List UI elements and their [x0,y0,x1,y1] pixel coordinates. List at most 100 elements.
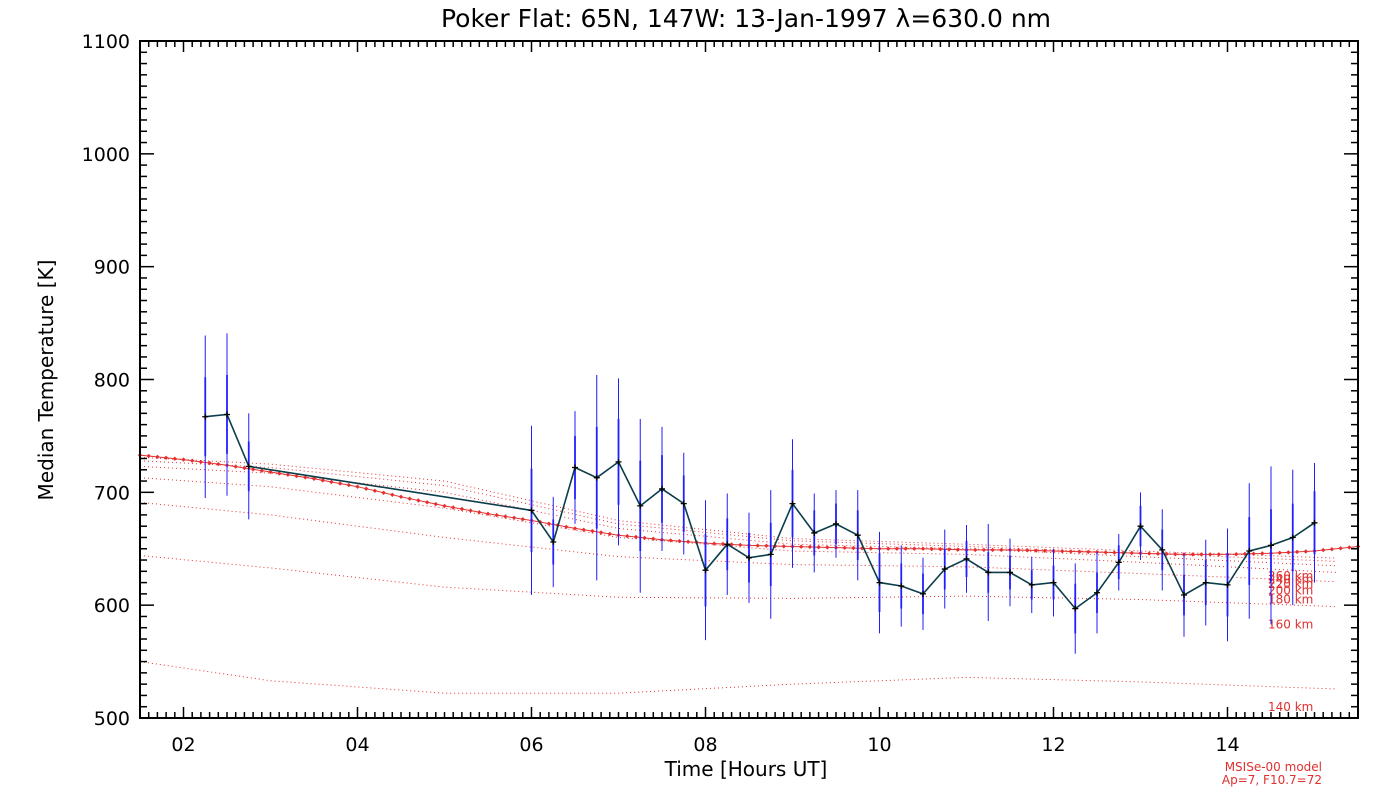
model-weighted-point [572,526,578,531]
y-tick-label: 800 [94,370,130,392]
measured-point [876,579,883,586]
y-tick-label: 600 [94,595,130,617]
model-weighted-point [903,546,908,551]
model-weighted-point [607,531,612,537]
measured-temperature-line [205,413,1315,610]
model-weighted-point [799,544,804,549]
y-tick-label: 1100 [82,31,130,53]
model-altitude-label: 260 km [1268,569,1313,583]
model-weighted-point [894,546,900,551]
model-weighted-point [807,544,813,550]
model-weighted-point [146,453,151,459]
model-weighted-point [1173,552,1178,557]
model-weighted-point [155,454,160,460]
measured-point [985,569,992,576]
y-tick-label: 500 [94,708,130,730]
model-weighted-point [1068,549,1074,554]
model-altitude-label: 240 km [1268,572,1313,586]
model-weighted-point [1303,549,1308,554]
measured-point [202,413,209,420]
model-weighted-point [1199,552,1204,557]
x-axis-label: Time [Hours UT] [664,757,828,781]
measured-point [615,458,622,465]
model-weighted-point [294,473,299,479]
model-weighted-point [581,527,586,532]
model-weighted-point [1155,551,1161,556]
model-weighted-point [1294,549,1300,555]
model-altitude-curve [139,456,1337,559]
measured-point [550,538,557,545]
measured-point [702,567,709,574]
model-weighted-point [433,501,438,507]
model-weighted-point [816,545,821,550]
model-altitude-curve [139,661,1337,694]
model-weighted-point [929,546,934,552]
model-weighted-point [198,459,204,465]
model-weighted-point [311,476,317,482]
model-weighted-point [1277,550,1282,555]
model-weighted-point [642,535,647,541]
model-weighted-point [233,464,238,469]
model-altitude-label: 160 km [1268,618,1313,632]
model-weighted-point [1033,548,1039,553]
model-weighted-point [268,469,273,475]
measured-point [659,485,665,492]
measured-point [898,582,905,589]
model-weighted-point [1120,550,1126,555]
measured-point [637,502,644,509]
model-weighted-point [416,498,421,503]
model-weighted-point [564,524,569,530]
model-weighted-point [999,547,1004,553]
model-weighted-point [712,541,717,546]
model-weighted-point [277,471,282,476]
measured-point [746,554,752,561]
x-tick-label: 06 [519,734,543,756]
model-weighted-point [181,457,186,462]
model-weighted-point [424,500,430,505]
model-weighted-point [1094,549,1100,555]
x-tick-label: 14 [1215,734,1239,756]
model-weighted-point [172,456,177,461]
measured-point [963,555,970,562]
chart-title: Poker Flat: 65N, 147W: 13-Jan-1997 λ=630… [441,4,1051,33]
model-weighted-point [1260,551,1265,556]
model-weighted-point [285,472,291,477]
model-weighted-point [1207,552,1213,557]
model-weighted-point [685,539,691,544]
model-weighted-point [625,533,630,539]
measured-point [1137,523,1144,530]
model-weighted-point [651,536,656,541]
model-weighted-point [503,514,508,519]
model-weighted-point [337,481,343,486]
model-weighted-point [451,505,456,510]
model-weighted-point [764,543,769,548]
measured-point [245,463,252,470]
model-weighted-point [407,496,412,501]
model-weighted-point [329,479,334,485]
model-weighted-point [1077,549,1082,554]
model-weighted-point [459,506,465,512]
measured-point [1072,605,1079,612]
model-weighted-point [990,547,995,553]
model-weighted-point [598,530,604,535]
model-weighted-point [955,547,960,552]
measured-point [1311,519,1318,526]
model-weighted-point [364,486,369,491]
model-weighted-point [677,538,682,544]
model-weighted-point [720,541,726,547]
model-weighted-point [755,543,760,548]
model-weighted-point [738,542,743,548]
model-weighted-point [633,534,639,540]
model-weighted-point [546,521,552,526]
model-weighted-point [868,546,873,551]
model-weighted-point [1321,547,1326,553]
plot-frame [139,40,1359,719]
measured-point [1050,579,1057,586]
x-tick-label: 12 [1041,734,1065,756]
axis-ticks: 02 04 06 08 10 12 14 500 600 700 800 900 1000 1100 [82,31,1359,756]
measured-point [1115,559,1122,566]
model-weighted-point [163,455,169,461]
measured-point [224,411,230,418]
model-weighted-point [259,468,264,473]
measured-point [1181,592,1187,599]
